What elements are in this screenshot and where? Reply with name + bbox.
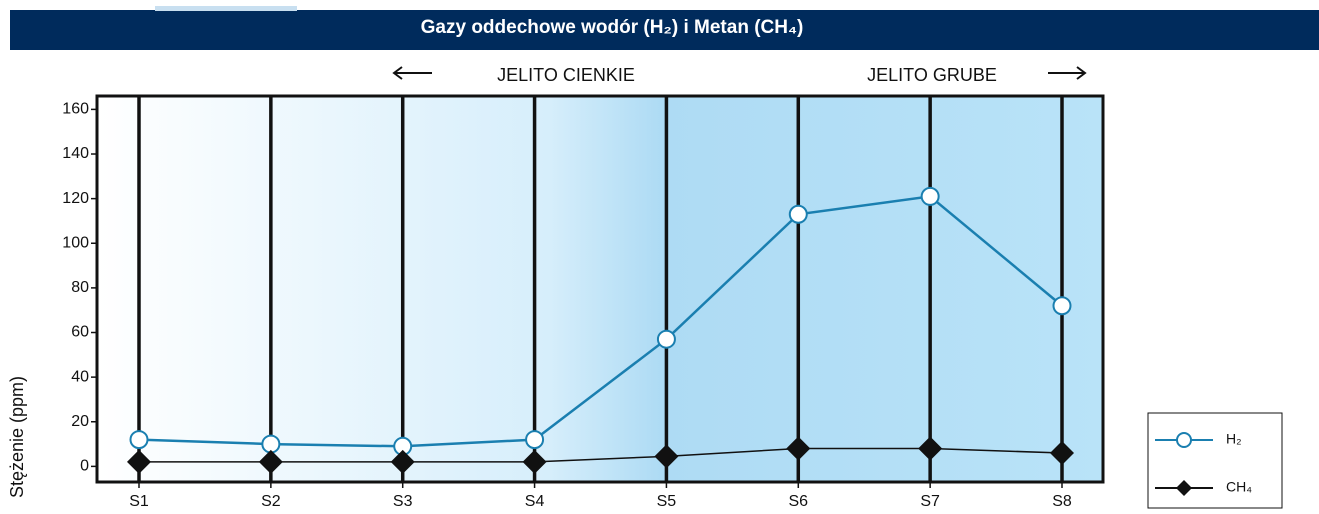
legend-marker xyxy=(1176,480,1192,496)
series-line xyxy=(139,447,1063,463)
header-bar xyxy=(10,10,1319,50)
point xyxy=(656,329,676,349)
point xyxy=(918,436,943,461)
plot-background xyxy=(97,96,1103,482)
plot-frame xyxy=(95,94,1105,484)
point xyxy=(129,430,149,450)
x-tick-label: S8 xyxy=(1052,493,1072,510)
y-tick-label: 80 xyxy=(71,279,89,296)
legend-label: CH₄ xyxy=(1226,479,1252,495)
point xyxy=(1050,440,1074,465)
point xyxy=(1052,296,1072,316)
x-tick-label: S5 xyxy=(657,493,677,510)
x-tick-label: S3 xyxy=(393,493,413,510)
point xyxy=(258,449,283,474)
legend-box xyxy=(1147,412,1283,509)
point xyxy=(786,436,811,461)
y-tick-label: 40 xyxy=(71,368,89,385)
x-tick-label: S6 xyxy=(788,493,808,510)
point xyxy=(788,204,808,224)
legend-marker xyxy=(1176,432,1192,448)
y-tick-label: 0 xyxy=(80,458,89,475)
header-tab xyxy=(155,6,297,11)
y-tick-label: 100 xyxy=(62,234,89,251)
y-tick-label: 140 xyxy=(62,145,89,162)
point xyxy=(127,449,151,474)
point xyxy=(390,449,415,474)
y-tick-label: 120 xyxy=(62,190,89,207)
point xyxy=(920,186,940,206)
x-tick-label: S7 xyxy=(920,493,940,510)
chart-title: Gazy oddechowe wodór (H₂) i Metan (CH₄) xyxy=(421,17,804,38)
x-tick-label: S4 xyxy=(525,493,545,510)
y-axis-label: Stężenie (ppm) xyxy=(7,376,27,498)
legend-label: H₂ xyxy=(1226,431,1242,447)
y-tick-label: 20 xyxy=(71,413,89,430)
point xyxy=(522,449,547,474)
annotation: JELITO CIENKIE xyxy=(497,65,635,85)
annotation: JELITO GRUBE xyxy=(867,65,997,85)
point xyxy=(525,430,545,450)
series-line xyxy=(138,195,1063,448)
x-tick-label: S2 xyxy=(261,493,281,510)
arrows xyxy=(392,66,1087,80)
point xyxy=(654,444,679,469)
y-tick-label: 60 xyxy=(71,324,89,341)
y-tick-label: 160 xyxy=(62,101,89,118)
x-tick-label: S1 xyxy=(129,493,149,510)
